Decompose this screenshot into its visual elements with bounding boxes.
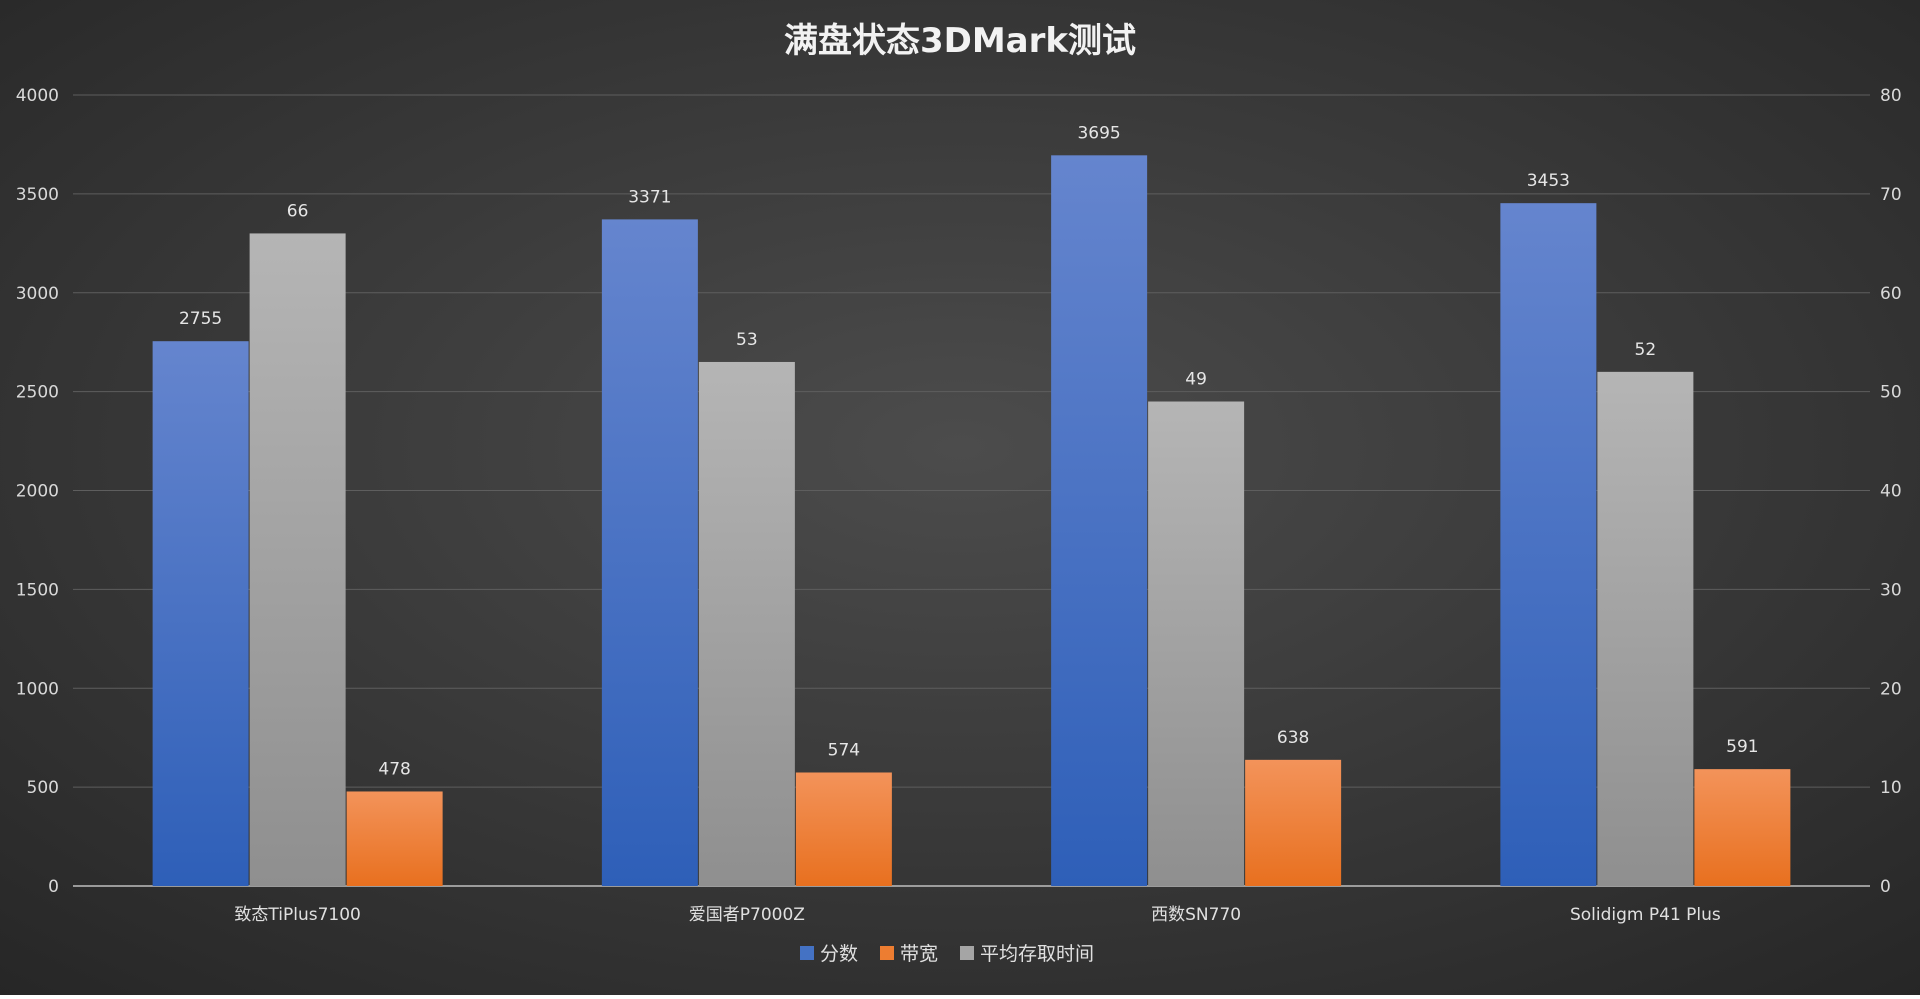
data-label: 478 [378, 759, 410, 779]
legend: 分数 带宽 平均存取时间 [800, 943, 1094, 965]
y-left-tick-label: 4000 [16, 86, 59, 106]
chart-title: 满盘状态3DMark测试 [784, 21, 1136, 61]
y-right-tick-label: 30 [1880, 580, 1902, 600]
data-labels: 2755 66 478 3371 53 574 3695 49 638 3453 52 591 [179, 123, 1759, 779]
x-axis-ticks: 致态TiPlus7100 爱国者P7000Z 西数SN770 Solidigm P41… [234, 905, 1721, 925]
y-right-tick-label: 70 [1880, 185, 1902, 205]
y-right-tick-label: 60 [1880, 284, 1902, 304]
bar-带宽-0 [346, 791, 443, 886]
y-axis-left-ticks: 0 500 1000 1500 2000 2500 3000 3500 4000 [16, 86, 59, 897]
y-left-tick-label: 3500 [16, 185, 59, 205]
x-tick-label: Solidigm P41 Plus [1570, 905, 1721, 925]
legend-label-带宽: 带宽 [900, 943, 938, 965]
y-right-tick-label: 80 [1880, 86, 1902, 106]
bar-分数-2 [1051, 155, 1148, 887]
legend-label-平均存取时间: 平均存取时间 [980, 943, 1094, 965]
data-label: 2755 [179, 309, 222, 329]
data-label: 49 [1185, 370, 1207, 390]
bar-平均存取时间-2 [1148, 401, 1245, 886]
bar-带宽-3 [1694, 769, 1791, 886]
y-left-tick-label: 2500 [16, 383, 59, 403]
legend-swatch-带宽 [880, 946, 894, 960]
data-label: 66 [287, 201, 309, 221]
bar-平均存取时间-1 [698, 361, 795, 886]
x-tick-label: 西数SN770 [1151, 905, 1241, 925]
data-label: 3371 [628, 187, 671, 207]
y-left-tick-label: 3000 [16, 284, 59, 304]
x-tick-label: 爱国者P7000Z [689, 905, 805, 925]
data-label: 52 [1635, 340, 1657, 360]
data-label: 53 [736, 330, 758, 350]
y-left-tick-label: 2000 [16, 482, 59, 502]
bars [152, 155, 1791, 887]
bar-平均存取时间-3 [1597, 371, 1694, 887]
y-axis-right-ticks: 0 10 20 30 40 50 60 70 80 [1880, 86, 1902, 897]
bar-带宽-1 [795, 772, 892, 886]
y-left-tick-label: 0 [48, 877, 59, 897]
y-right-tick-label: 10 [1880, 778, 1902, 798]
legend-swatch-分数 [800, 946, 814, 960]
y-left-tick-label: 1500 [16, 580, 59, 600]
bar-分数-1 [601, 219, 698, 886]
legend-label-分数: 分数 [820, 943, 858, 965]
data-label: 3695 [1077, 123, 1120, 143]
data-label: 638 [1277, 728, 1309, 748]
data-label: 3453 [1527, 171, 1570, 191]
legend-swatch-平均存取时间 [960, 946, 974, 960]
data-label: 574 [828, 740, 860, 760]
y-right-tick-label: 40 [1880, 482, 1902, 502]
bar-平均存取时间-0 [249, 233, 346, 887]
y-right-tick-label: 0 [1880, 877, 1891, 897]
y-left-tick-label: 500 [27, 778, 59, 798]
y-right-tick-label: 50 [1880, 383, 1902, 403]
x-tick-label: 致态TiPlus7100 [234, 905, 360, 925]
y-right-tick-label: 20 [1880, 679, 1902, 699]
bar-带宽-2 [1245, 759, 1342, 886]
bar-分数-0 [152, 341, 249, 887]
bar-分数-3 [1500, 203, 1597, 886]
y-left-tick-label: 1000 [16, 679, 59, 699]
data-label: 591 [1726, 737, 1758, 757]
